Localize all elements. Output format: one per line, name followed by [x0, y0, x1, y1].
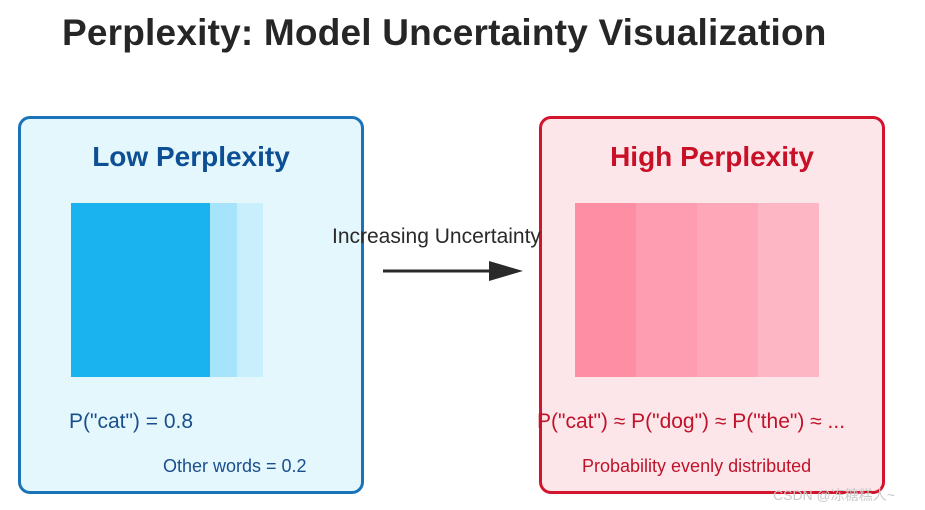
low-perplexity-other-words-text: Other words = 0.2: [163, 456, 307, 476]
minor-probability-block: [237, 203, 263, 377]
low-perplexity-probability-text: P("cat") = 0.8: [69, 410, 194, 433]
high-perplexity-probability-text: P("cat") ≈ P("dog") ≈ P("the") ≈ ...: [537, 410, 846, 433]
watermark: CSDN @冻糖糕人~: [773, 487, 895, 503]
minor-probability-block: [210, 203, 237, 377]
dominant-probability-block: [71, 203, 210, 377]
even-probability-block: [636, 203, 697, 377]
minor-probability-block: [263, 203, 289, 377]
high-perplexity-distribution-text: Probability evenly distributed: [582, 456, 812, 476]
low-perplexity-panel: Low Perplexity P("cat") = 0.8 Other word…: [18, 116, 364, 494]
diagram-title: Perplexity: Model Uncertainty Visualizat…: [62, 12, 827, 53]
high-perplexity-distribution: [575, 203, 819, 377]
even-probability-block: [575, 203, 636, 377]
low-perplexity-distribution: [71, 203, 289, 377]
right-arrow-icon: [383, 261, 523, 281]
even-probability-block: [758, 203, 819, 377]
low-perplexity-title: Low Perplexity: [92, 141, 290, 172]
even-probability-block: [697, 203, 758, 377]
high-perplexity-panel: High Perplexity P("cat") ≈ P("dog") ≈ P(…: [537, 116, 885, 494]
high-perplexity-title: High Perplexity: [610, 141, 814, 172]
arrow-label: Increasing Uncertainty: [332, 225, 541, 248]
